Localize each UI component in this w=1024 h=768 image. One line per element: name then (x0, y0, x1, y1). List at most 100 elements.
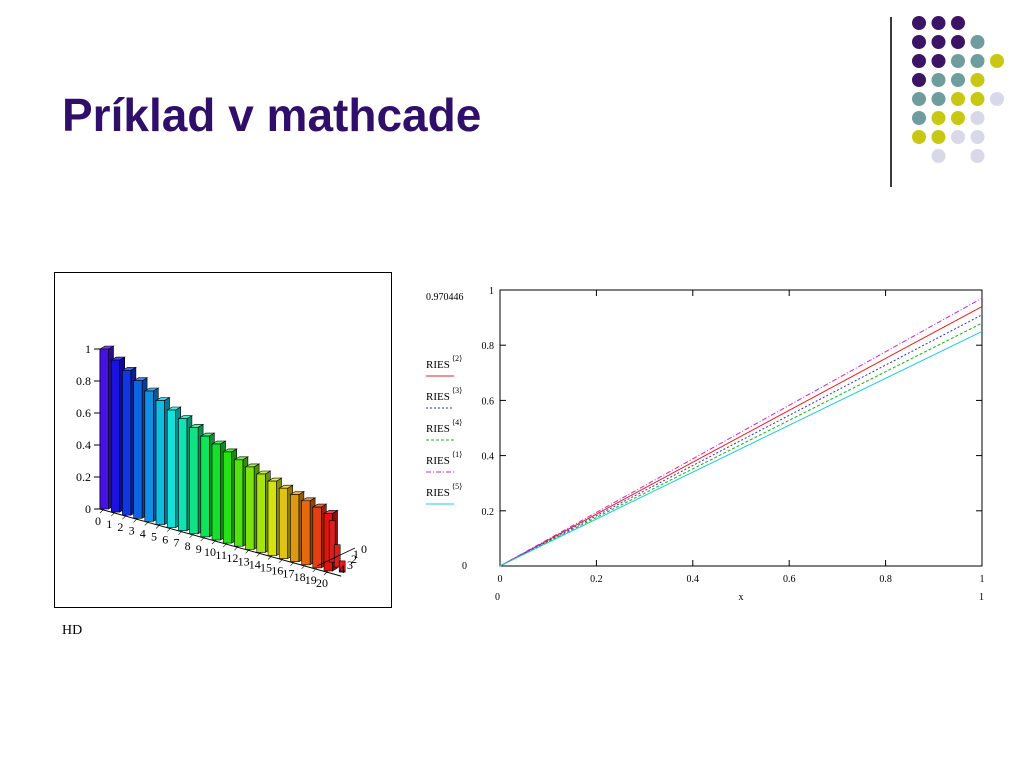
bar-chart-3d-panel: 0 0.2 0.4 0.6 0.8 1 0 1 2 3 4 5 6 7 8 9 10 11 12 13 14 15 16 17… (54, 272, 392, 608)
bar-chart-3d: 00.20.40.60.810 1 2 3 4 5 6 7 8 9 10 11 12 13 14 15 16 17… (76, 342, 367, 590)
x-tick (200, 536, 206, 542)
z-tick-label: 0 (85, 502, 91, 516)
x-tick-label: 0.4 (687, 574, 700, 585)
series-line (499, 330, 983, 567)
x-tick-label: 16 (271, 564, 283, 578)
x-tick-label: 19 (305, 573, 317, 587)
series-line (499, 322, 983, 567)
decorative-dot (912, 73, 926, 87)
decorative-dot (951, 16, 965, 30)
x-tick-label: 0 (95, 514, 101, 528)
x-tick (144, 521, 150, 526)
legend-superscript: ⟨1⟩ (452, 450, 462, 459)
z-tick-label: 0.2 (76, 470, 91, 484)
x-tick-label: 11 (215, 548, 227, 562)
y-tick-label: 3 (347, 558, 353, 572)
bar (234, 459, 244, 547)
x-tick (110, 511, 116, 517)
x-tick-label: 1 (106, 517, 112, 531)
bar (122, 370, 132, 516)
y-tick-label: 0.8 (482, 341, 495, 352)
x-tick (234, 545, 239, 551)
legend-label: RIES (426, 391, 450, 403)
line-chart: 0 0.2 0.4 0.6 0.8 1 0.2 0.4 0.6 0.8 1 0.970446 0 0 1 x R… (426, 286, 985, 603)
bar (267, 480, 277, 556)
x-tick (312, 567, 318, 573)
decorative-dot (951, 73, 965, 87)
decorative-dot (990, 92, 1004, 106)
bar (144, 390, 154, 522)
x-tick (301, 564, 306, 570)
decorative-dot (931, 54, 946, 68)
x-range-max-label: 1 (979, 592, 984, 603)
y-range-max-label: 0.970446 (426, 292, 464, 303)
decorative-dot (912, 111, 926, 125)
legend-label: RIES (426, 423, 450, 435)
decorative-dot (951, 54, 965, 68)
y-tick-label: 0.2 (482, 507, 495, 518)
x-tick (189, 533, 194, 539)
bar (301, 500, 311, 566)
x-tick-label: 0.2 (590, 574, 603, 585)
bar (166, 409, 176, 528)
series-line (499, 297, 983, 567)
bar (178, 418, 188, 531)
x-tick (267, 555, 273, 560)
x-tick-label: 3 (129, 523, 135, 537)
decorative-dot (912, 92, 926, 106)
x-tick-label: 0.8 (879, 574, 892, 585)
decorative-dot (970, 54, 985, 68)
decorative-divider (890, 17, 892, 187)
decorative-dot (912, 35, 926, 49)
decorative-dot (970, 149, 985, 163)
y-tick-label: 4 (339, 562, 345, 576)
decorative-dot (951, 35, 965, 49)
decorative-dot (970, 111, 985, 125)
legend-label: RIES (426, 455, 450, 467)
x-range-min-label: 0 (495, 592, 500, 603)
x-tick (278, 558, 284, 563)
decorative-dot (970, 73, 985, 87)
x-tick-label: 8 (185, 539, 191, 553)
y-axis (316, 547, 356, 567)
x-tick-label: 6 (162, 533, 168, 547)
chart-caption: HD (62, 623, 83, 638)
y-tick-label: 0.6 (482, 396, 495, 407)
y-tick-label: 0.4 (482, 452, 495, 463)
x-tick-label: 15 (260, 561, 272, 575)
x-tick-label: 18 (294, 570, 306, 584)
bar (256, 473, 266, 553)
x-tick-label: 2 (117, 520, 123, 534)
decorative-dot (970, 92, 985, 106)
bar (155, 400, 165, 525)
bar (278, 487, 288, 559)
decorative-dot (931, 130, 946, 144)
x-tick (290, 561, 295, 566)
bar (222, 451, 232, 544)
decorative-dot (970, 35, 985, 49)
y-tick-label: 0 (361, 542, 367, 556)
x-tick-label: 5 (151, 530, 157, 544)
y-tick-label: 1 (489, 286, 494, 297)
legend-superscript: ⟨4⟩ (452, 418, 462, 427)
bar-back-row (338, 560, 346, 573)
decorative-dot (931, 149, 946, 163)
x-tick-label: 7 (173, 536, 179, 550)
bar (133, 380, 143, 519)
x-tick-label: 20 (316, 576, 328, 590)
bar (290, 494, 300, 562)
decorative-dot (931, 111, 946, 125)
bar (245, 466, 255, 550)
slide-title: Príklad v mathcade (62, 89, 482, 141)
bar (99, 348, 109, 510)
decorative-dot (931, 16, 946, 30)
z-tick-label: 1 (85, 342, 91, 356)
legend-superscript: ⟨5⟩ (452, 482, 462, 491)
x-tick (211, 539, 217, 545)
x-tick (222, 542, 228, 548)
y-tick-label: 1 (353, 547, 359, 561)
x-tick-label: 4 (140, 526, 146, 540)
x-tick (166, 527, 172, 532)
x-tick-label: 13 (238, 554, 250, 568)
y-range-min-label: 0 (462, 561, 467, 572)
